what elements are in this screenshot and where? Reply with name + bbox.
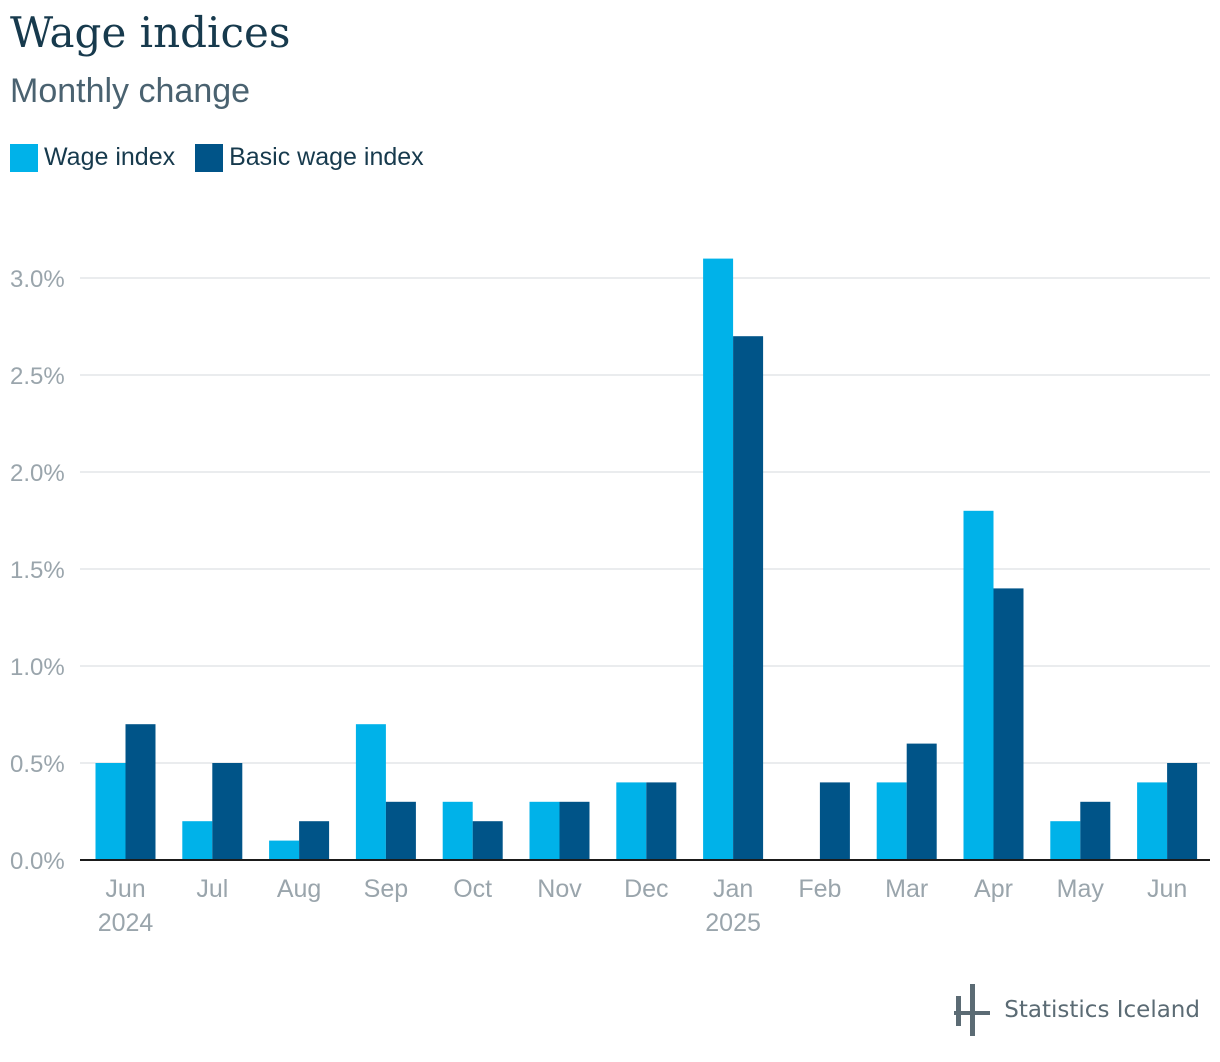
x-tick-label: Apr (974, 875, 1013, 903)
x-tick-label: Mar (885, 875, 928, 903)
bar-basic-wage-index (819, 782, 850, 860)
bar-basic-wage-index (385, 801, 416, 860)
bar-basic-wage-index (993, 588, 1024, 860)
y-tick-label: 3.0% (10, 266, 65, 293)
legend-item-basic-wage-index[interactable]: Basic wage index (195, 143, 424, 172)
y-tick-label: 0.5% (10, 751, 65, 778)
bar-wage-index (703, 258, 734, 861)
bar-basic-wage-index (733, 336, 764, 860)
y-tick-label: 2.5% (10, 363, 65, 390)
bar-basic-wage-index (646, 782, 677, 860)
bar-wage-index (355, 724, 386, 860)
chart-title: Wage indices (10, 8, 291, 57)
bar-chart: 0.0% 0.5% 1.0% 1.5% 2.0% 2.5% 3.0% Jun 2024 Jul Au… (10, 258, 1210, 937)
bar-wage-index (529, 801, 560, 860)
x-tick-label: Dec (624, 875, 668, 903)
x-year-label: 2025 (705, 909, 761, 937)
bar-wage-index (95, 763, 126, 860)
x-tick-label: Aug (277, 875, 321, 903)
x-tick-label: Nov (537, 875, 582, 903)
bar-wage-index (616, 782, 647, 860)
x-tick-label: Sep (364, 875, 408, 903)
bar-wage-index (1050, 821, 1081, 860)
y-tick-label: 2.0% (10, 460, 65, 487)
x-tick-label: Oct (453, 875, 492, 903)
legend-swatch-basic-wage-index (195, 143, 224, 172)
statistics-iceland-logo: Statistics Iceland (954, 984, 1200, 1036)
bar-basic-wage-index (472, 821, 503, 860)
bar-wage-index (269, 840, 300, 860)
bar-basic-wage-index (559, 801, 590, 860)
legend-swatch-wage-index (10, 143, 38, 172)
x-tick-label: Jun (105, 875, 145, 903)
brand-name: Statistics Iceland (1004, 997, 1200, 1023)
bar-wage-index (963, 510, 994, 860)
y-tick-label: 1.5% (10, 557, 65, 584)
x-tick-label: Feb (798, 875, 841, 903)
statistics-iceland-logo-icon (954, 984, 991, 1036)
bar-wage-index (182, 821, 213, 860)
bar-basic-wage-index (1167, 763, 1198, 860)
bar-basic-wage-index (906, 743, 937, 860)
bar-basic-wage-index (299, 821, 330, 860)
bar-wage-index (442, 801, 473, 860)
legend: Wage index Basic wage index (10, 143, 444, 172)
bar-basic-wage-index (1080, 801, 1111, 860)
x-tick-label: Jun (1147, 875, 1187, 903)
legend-item-wage-index[interactable]: Wage index (10, 143, 175, 172)
x-tick-label: May (1057, 875, 1105, 903)
x-tick-label: Jan (713, 875, 753, 903)
bar-basic-wage-index (125, 724, 156, 860)
x-tick-label: Jul (196, 875, 228, 903)
legend-label-wage-index: Wage index (44, 143, 176, 171)
bar-wage-index (876, 782, 907, 860)
x-year-label: 2024 (98, 909, 154, 937)
bar-basic-wage-index (212, 763, 243, 860)
chart-subtitle: Monthly change (10, 72, 251, 110)
y-tick-label: 1.0% (10, 654, 65, 681)
legend-label-basic-wage-index: Basic wage index (229, 143, 424, 171)
bar-wage-index (1137, 782, 1168, 860)
y-tick-label: 0.0% (10, 848, 65, 875)
